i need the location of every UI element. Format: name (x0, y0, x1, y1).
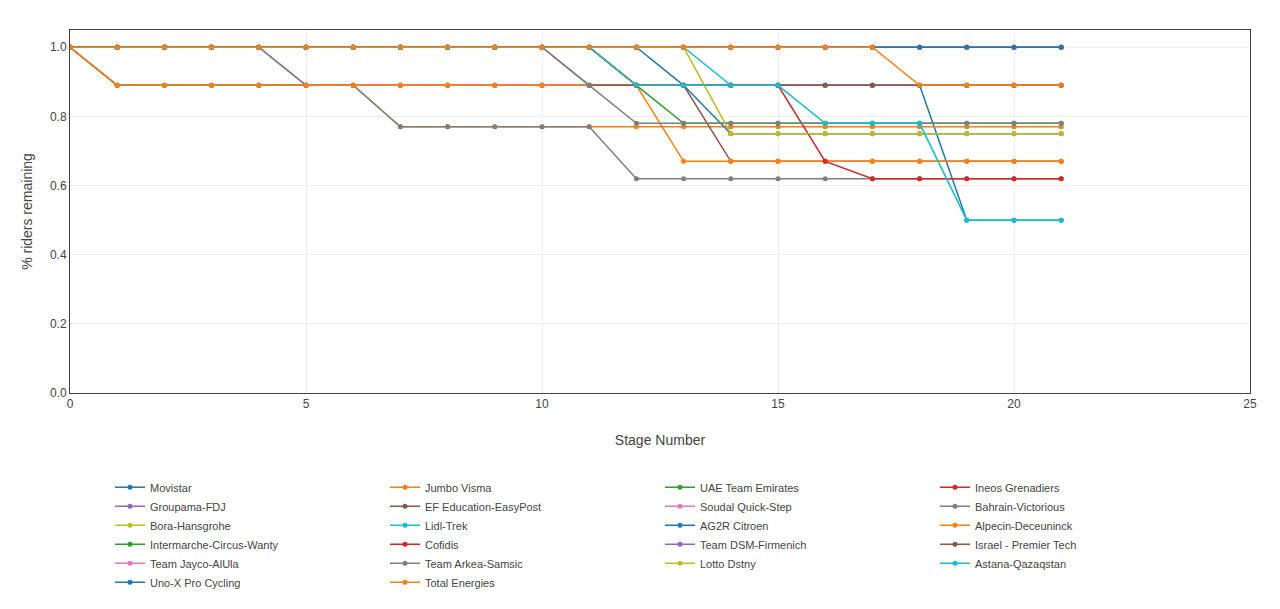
svg-text:1.0: 1.0 (50, 40, 67, 54)
svg-text:Lotto Dstny: Lotto Dstny (700, 558, 756, 570)
svg-text:AG2R Citroen: AG2R Citroen (700, 520, 768, 532)
svg-text:Total Energies: Total Energies (425, 577, 495, 589)
svg-text:0.2: 0.2 (50, 317, 67, 331)
svg-text:Team Jayco-AlUla: Team Jayco-AlUla (150, 558, 240, 570)
svg-text:10: 10 (535, 397, 549, 411)
svg-text:Intermarche-Circus-Wanty: Intermarche-Circus-Wanty (150, 539, 278, 551)
svg-text:5: 5 (303, 397, 310, 411)
svg-text:Ineos Grenadiers: Ineos Grenadiers (975, 482, 1060, 494)
svg-text:20: 20 (1007, 397, 1021, 411)
svg-text:0.8: 0.8 (50, 110, 67, 124)
svg-text:Cofidis: Cofidis (425, 539, 459, 551)
svg-text:UAE Team Emirates: UAE Team Emirates (700, 482, 799, 494)
svg-text:Movistar: Movistar (150, 482, 192, 494)
svg-text:Lidl-Trek: Lidl-Trek (425, 520, 468, 532)
svg-text:Jumbo Visma: Jumbo Visma (425, 482, 492, 494)
svg-text:Bahrain-Victorious: Bahrain-Victorious (975, 501, 1065, 513)
svg-text:Groupama-FDJ: Groupama-FDJ (150, 501, 226, 513)
svg-text:Uno-X Pro Cycling: Uno-X Pro Cycling (150, 577, 240, 589)
svg-text:Stage Number: Stage Number (615, 432, 706, 448)
svg-text:0.4: 0.4 (50, 248, 67, 262)
svg-text:15: 15 (771, 397, 785, 411)
svg-text:Astana-Qazaqstan: Astana-Qazaqstan (975, 558, 1066, 570)
svg-text:Bora-Hansgrohe: Bora-Hansgrohe (150, 520, 231, 532)
svg-text:0.0: 0.0 (50, 386, 67, 400)
svg-text:Team DSM-Firmenich: Team DSM-Firmenich (700, 539, 806, 551)
svg-text:25: 25 (1243, 397, 1257, 411)
svg-text:0: 0 (67, 397, 74, 411)
svg-text:Alpecin-Deceuninck: Alpecin-Deceuninck (975, 520, 1073, 532)
svg-text:% riders remaining: % riders remaining (19, 153, 35, 270)
svg-text:Soudal Quick-Step: Soudal Quick-Step (700, 501, 792, 513)
svg-text:Israel - Premier Tech: Israel - Premier Tech (975, 539, 1076, 551)
svg-text:0.6: 0.6 (50, 179, 67, 193)
svg-text:EF Education-EasyPost: EF Education-EasyPost (425, 501, 541, 513)
svg-text:Team Arkea-Samsic: Team Arkea-Samsic (425, 558, 523, 570)
